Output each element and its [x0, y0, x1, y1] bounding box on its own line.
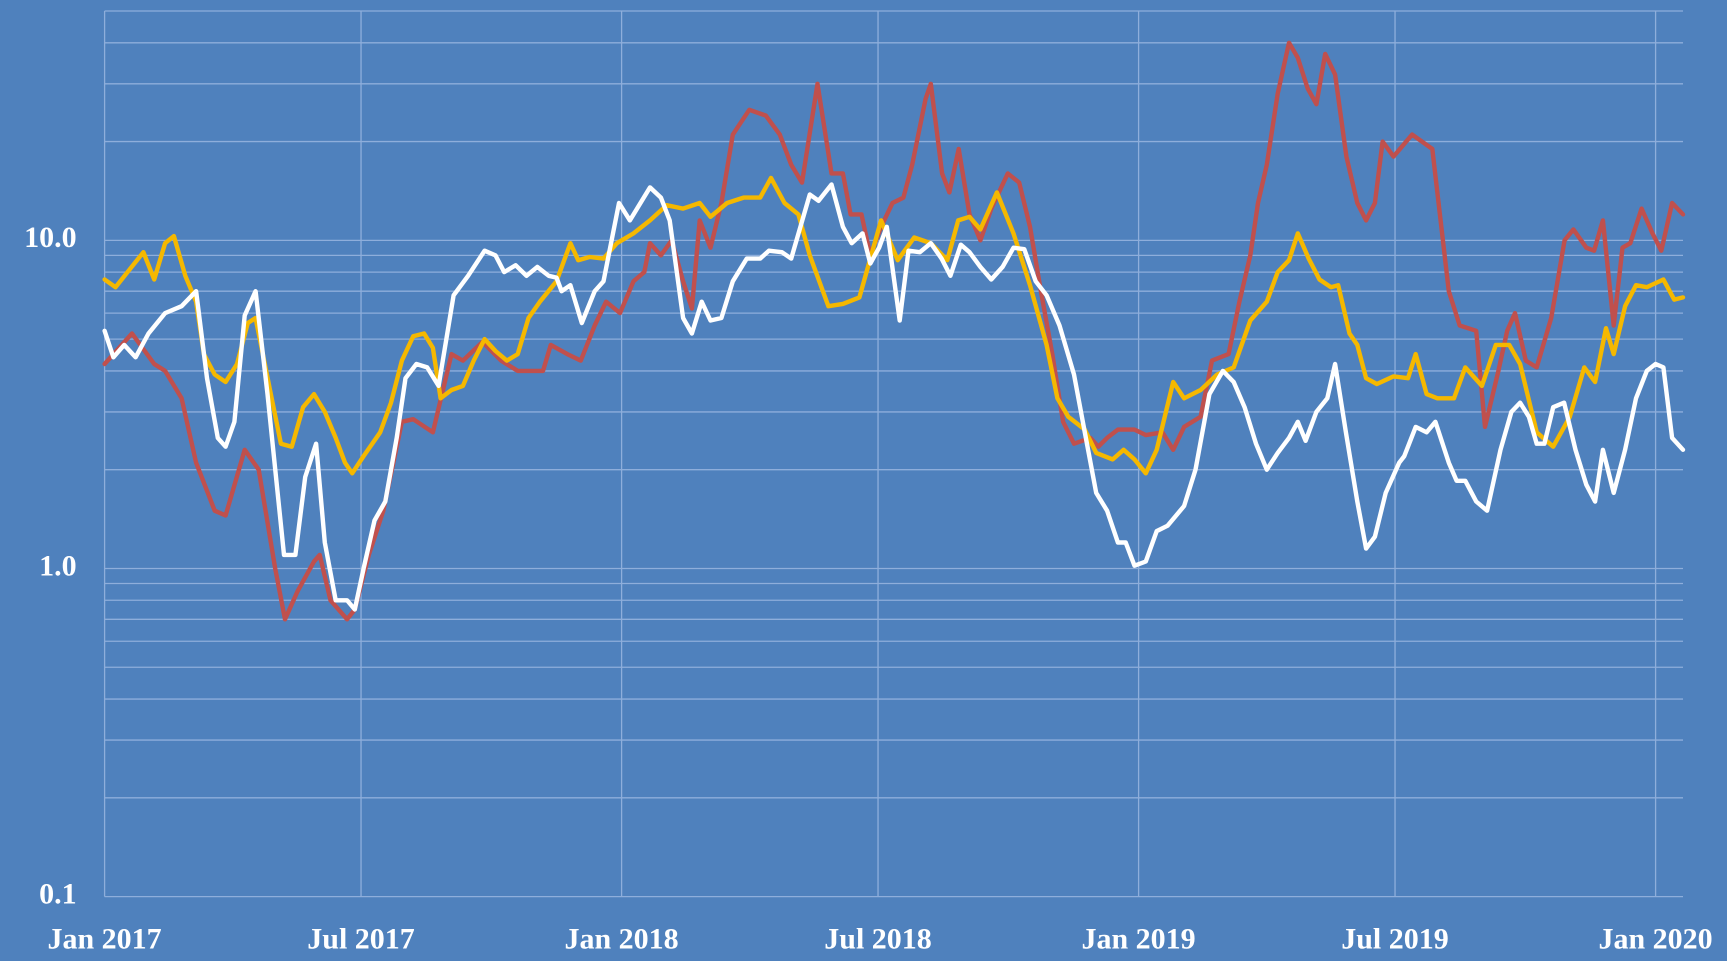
x-tick-label: Jan 2019	[1082, 922, 1196, 955]
y-tick-label: 1.0	[39, 549, 77, 582]
y-tick-label: 0.1	[39, 877, 77, 910]
series-line	[102, 175, 1686, 476]
x-tick-label: Jan 2018	[565, 922, 679, 955]
x-tick-label: Jul 2019	[1341, 922, 1449, 955]
x-tick-label: Jan 2020	[1599, 922, 1713, 955]
x-tick-label: Jan 2017	[48, 922, 162, 955]
x-tick-label: Jul 2018	[824, 922, 932, 955]
series-line	[102, 182, 1686, 612]
y-tick-label: 10.0	[24, 221, 77, 254]
x-tick-label: Jul 2017	[307, 922, 415, 955]
series-line	[102, 40, 1686, 622]
